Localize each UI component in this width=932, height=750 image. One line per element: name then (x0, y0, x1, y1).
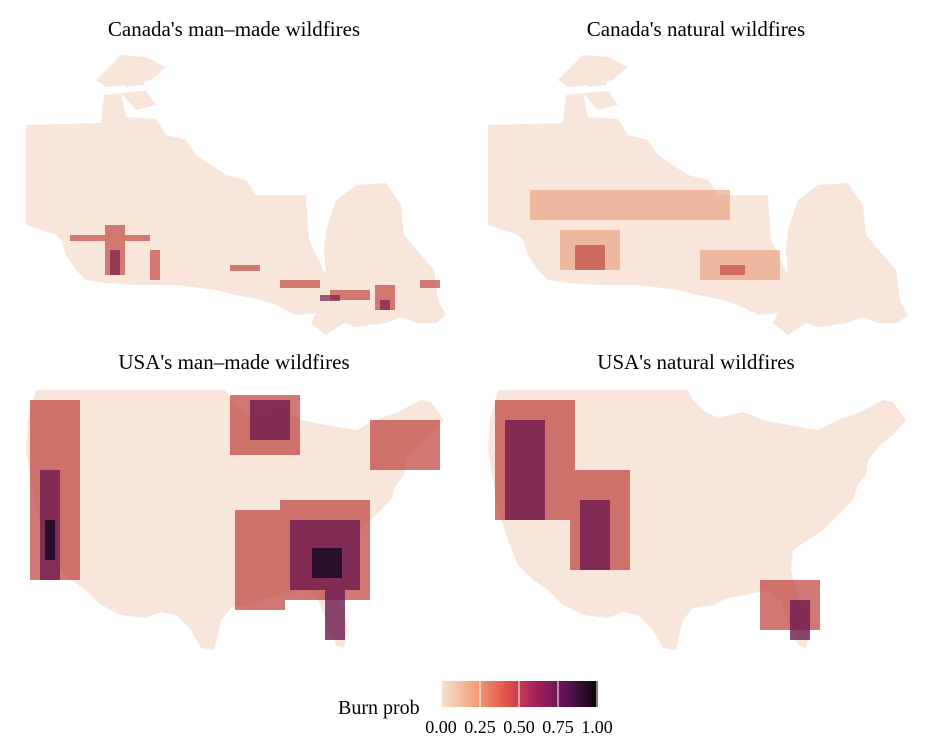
map-canada-manmade (26, 55, 446, 335)
map-canada-natural (488, 55, 908, 335)
panel-title-canada-manmade: Canada's man–made wildfires (107, 17, 361, 41)
panel-title-canada-natural: Canada's natural wildfires (586, 17, 806, 41)
colorbar-tick-1: 0.25 (464, 717, 496, 737)
map-usa-natural (488, 390, 906, 650)
colorbar-tick-3: 0.75 (542, 717, 574, 737)
colorbar-tick-0: 0.00 (425, 717, 457, 737)
panel-title-usa-natural: USA's natural wildfires (597, 350, 795, 374)
legend-title: Burn prob (338, 697, 420, 719)
panel-title-usa-manmade: USA's man–made wildfires (118, 350, 350, 374)
map-usa-manmade (26, 390, 444, 650)
colorbar-tick-4: 1.00 (581, 717, 613, 737)
colorbar-tick-2: 0.50 (503, 717, 535, 737)
